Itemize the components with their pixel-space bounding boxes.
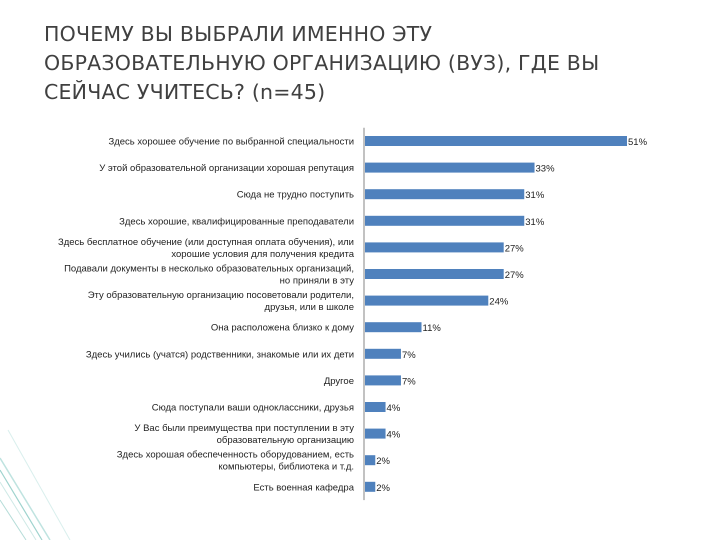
data-label: 7% — [402, 376, 416, 387]
data-label: 31% — [525, 190, 545, 201]
bar — [365, 189, 525, 200]
category-label-line: Есть военная кафедра — [253, 482, 354, 493]
decorative-line — [0, 481, 37, 540]
data-label: 27% — [505, 270, 525, 281]
bar — [365, 242, 504, 253]
category-label-line: Сюда поступали ваши одноклассники, друзь… — [152, 403, 354, 414]
bar — [365, 136, 627, 146]
bar — [365, 402, 386, 412]
data-label: 2% — [376, 456, 390, 467]
category-label-line: Она расположена близко к дому — [211, 323, 354, 334]
category-label-line: У Вас были преимущества при поступлении … — [134, 423, 354, 434]
category-label: Здесь хорошая обеспеченность оборудовани… — [117, 450, 354, 473]
bar — [365, 215, 525, 226]
category-label-line: Здесь бесплатное обучение (или доступная… — [58, 237, 354, 248]
category-labels-group: Здесь хорошее обучение по выбранной спец… — [58, 137, 355, 494]
category-label: Подавали документы в несколько образоват… — [64, 264, 354, 287]
category-label: Здесь бесплатное обучение (или доступная… — [58, 237, 355, 260]
decorative-line — [0, 469, 43, 540]
category-label: Другое — [324, 376, 354, 387]
category-label-line: Другое — [324, 376, 354, 387]
corner-decoration — [0, 429, 71, 540]
category-label-line: Эту образовательную организацию посовето… — [88, 290, 354, 301]
bar — [365, 269, 504, 279]
category-label-line: хорошие условия для получения кредита — [171, 249, 354, 260]
category-label: Она расположена близко к дому — [211, 323, 354, 334]
data-label: 24% — [489, 297, 509, 308]
category-label-line: образовательную организацию — [217, 435, 354, 446]
data-label: 51% — [628, 137, 648, 148]
bar — [365, 455, 376, 466]
category-label-line: Здесь хорошая обеспеченность оборудовани… — [117, 450, 354, 461]
decorative-line — [0, 499, 27, 540]
bar — [365, 348, 401, 359]
category-label: Здесь хорошее обучение по выбранной спец… — [108, 137, 354, 148]
category-label-line: Подавали документы в несколько образоват… — [64, 264, 354, 275]
bars-group — [365, 136, 627, 492]
value-labels-group: 51% 33% 31% 31% 27% 27% 24% 11% 7% 7% 4% 4% 2% 2% — [376, 137, 647, 494]
bar — [365, 428, 386, 439]
data-label: 27% — [505, 243, 525, 254]
category-label-line: но приняли в эту — [280, 276, 355, 287]
bar — [365, 375, 401, 386]
bar — [365, 322, 422, 333]
data-label: 11% — [423, 323, 442, 334]
data-label: 2% — [376, 483, 390, 494]
category-label: Есть военная кафедра — [253, 482, 354, 493]
category-label: Здесь учились (учатся) родственники, зна… — [86, 349, 354, 360]
category-label-line: друзья, или в школе — [265, 302, 354, 313]
category-label-line: компьютеры, библиотека и т.д. — [218, 462, 354, 473]
data-label: 4% — [387, 430, 401, 441]
bar — [365, 162, 535, 173]
data-label: 33% — [536, 164, 556, 175]
decorative-line — [7, 429, 71, 540]
data-label: 31% — [525, 217, 545, 228]
category-label: Сюда поступали ваши одноклассники, друзь… — [152, 403, 354, 414]
category-label: У этой образовательной организации хорош… — [99, 163, 354, 174]
bar — [365, 481, 376, 492]
data-label: 7% — [402, 350, 416, 361]
category-label-line: Здесь хорошие, квалифицированные препода… — [119, 216, 354, 227]
category-label: Сюда не трудно поступить — [237, 190, 354, 201]
decorative-line — [0, 457, 51, 540]
data-label: 4% — [387, 403, 401, 414]
category-label-line: Здесь учились (учатся) родственники, зна… — [86, 349, 354, 360]
category-label-line: У этой образовательной организации хорош… — [99, 163, 354, 174]
category-label: Эту образовательную организацию посовето… — [88, 290, 354, 313]
chart-title: ПОЧЕМУ ВЫ ВЫБРАЛИ ИМЕННО ЭТУ ОБРАЗОВАТЕЛ… — [44, 22, 600, 104]
category-label: У Вас были преимущества при поступлении … — [134, 423, 354, 446]
bar — [365, 295, 489, 306]
category-label-line: Сюда не трудно поступить — [237, 190, 354, 201]
category-label: Здесь хорошие, квалифицированные препода… — [119, 216, 354, 227]
category-label-line: Здесь хорошее обучение по выбранной спец… — [108, 137, 354, 148]
